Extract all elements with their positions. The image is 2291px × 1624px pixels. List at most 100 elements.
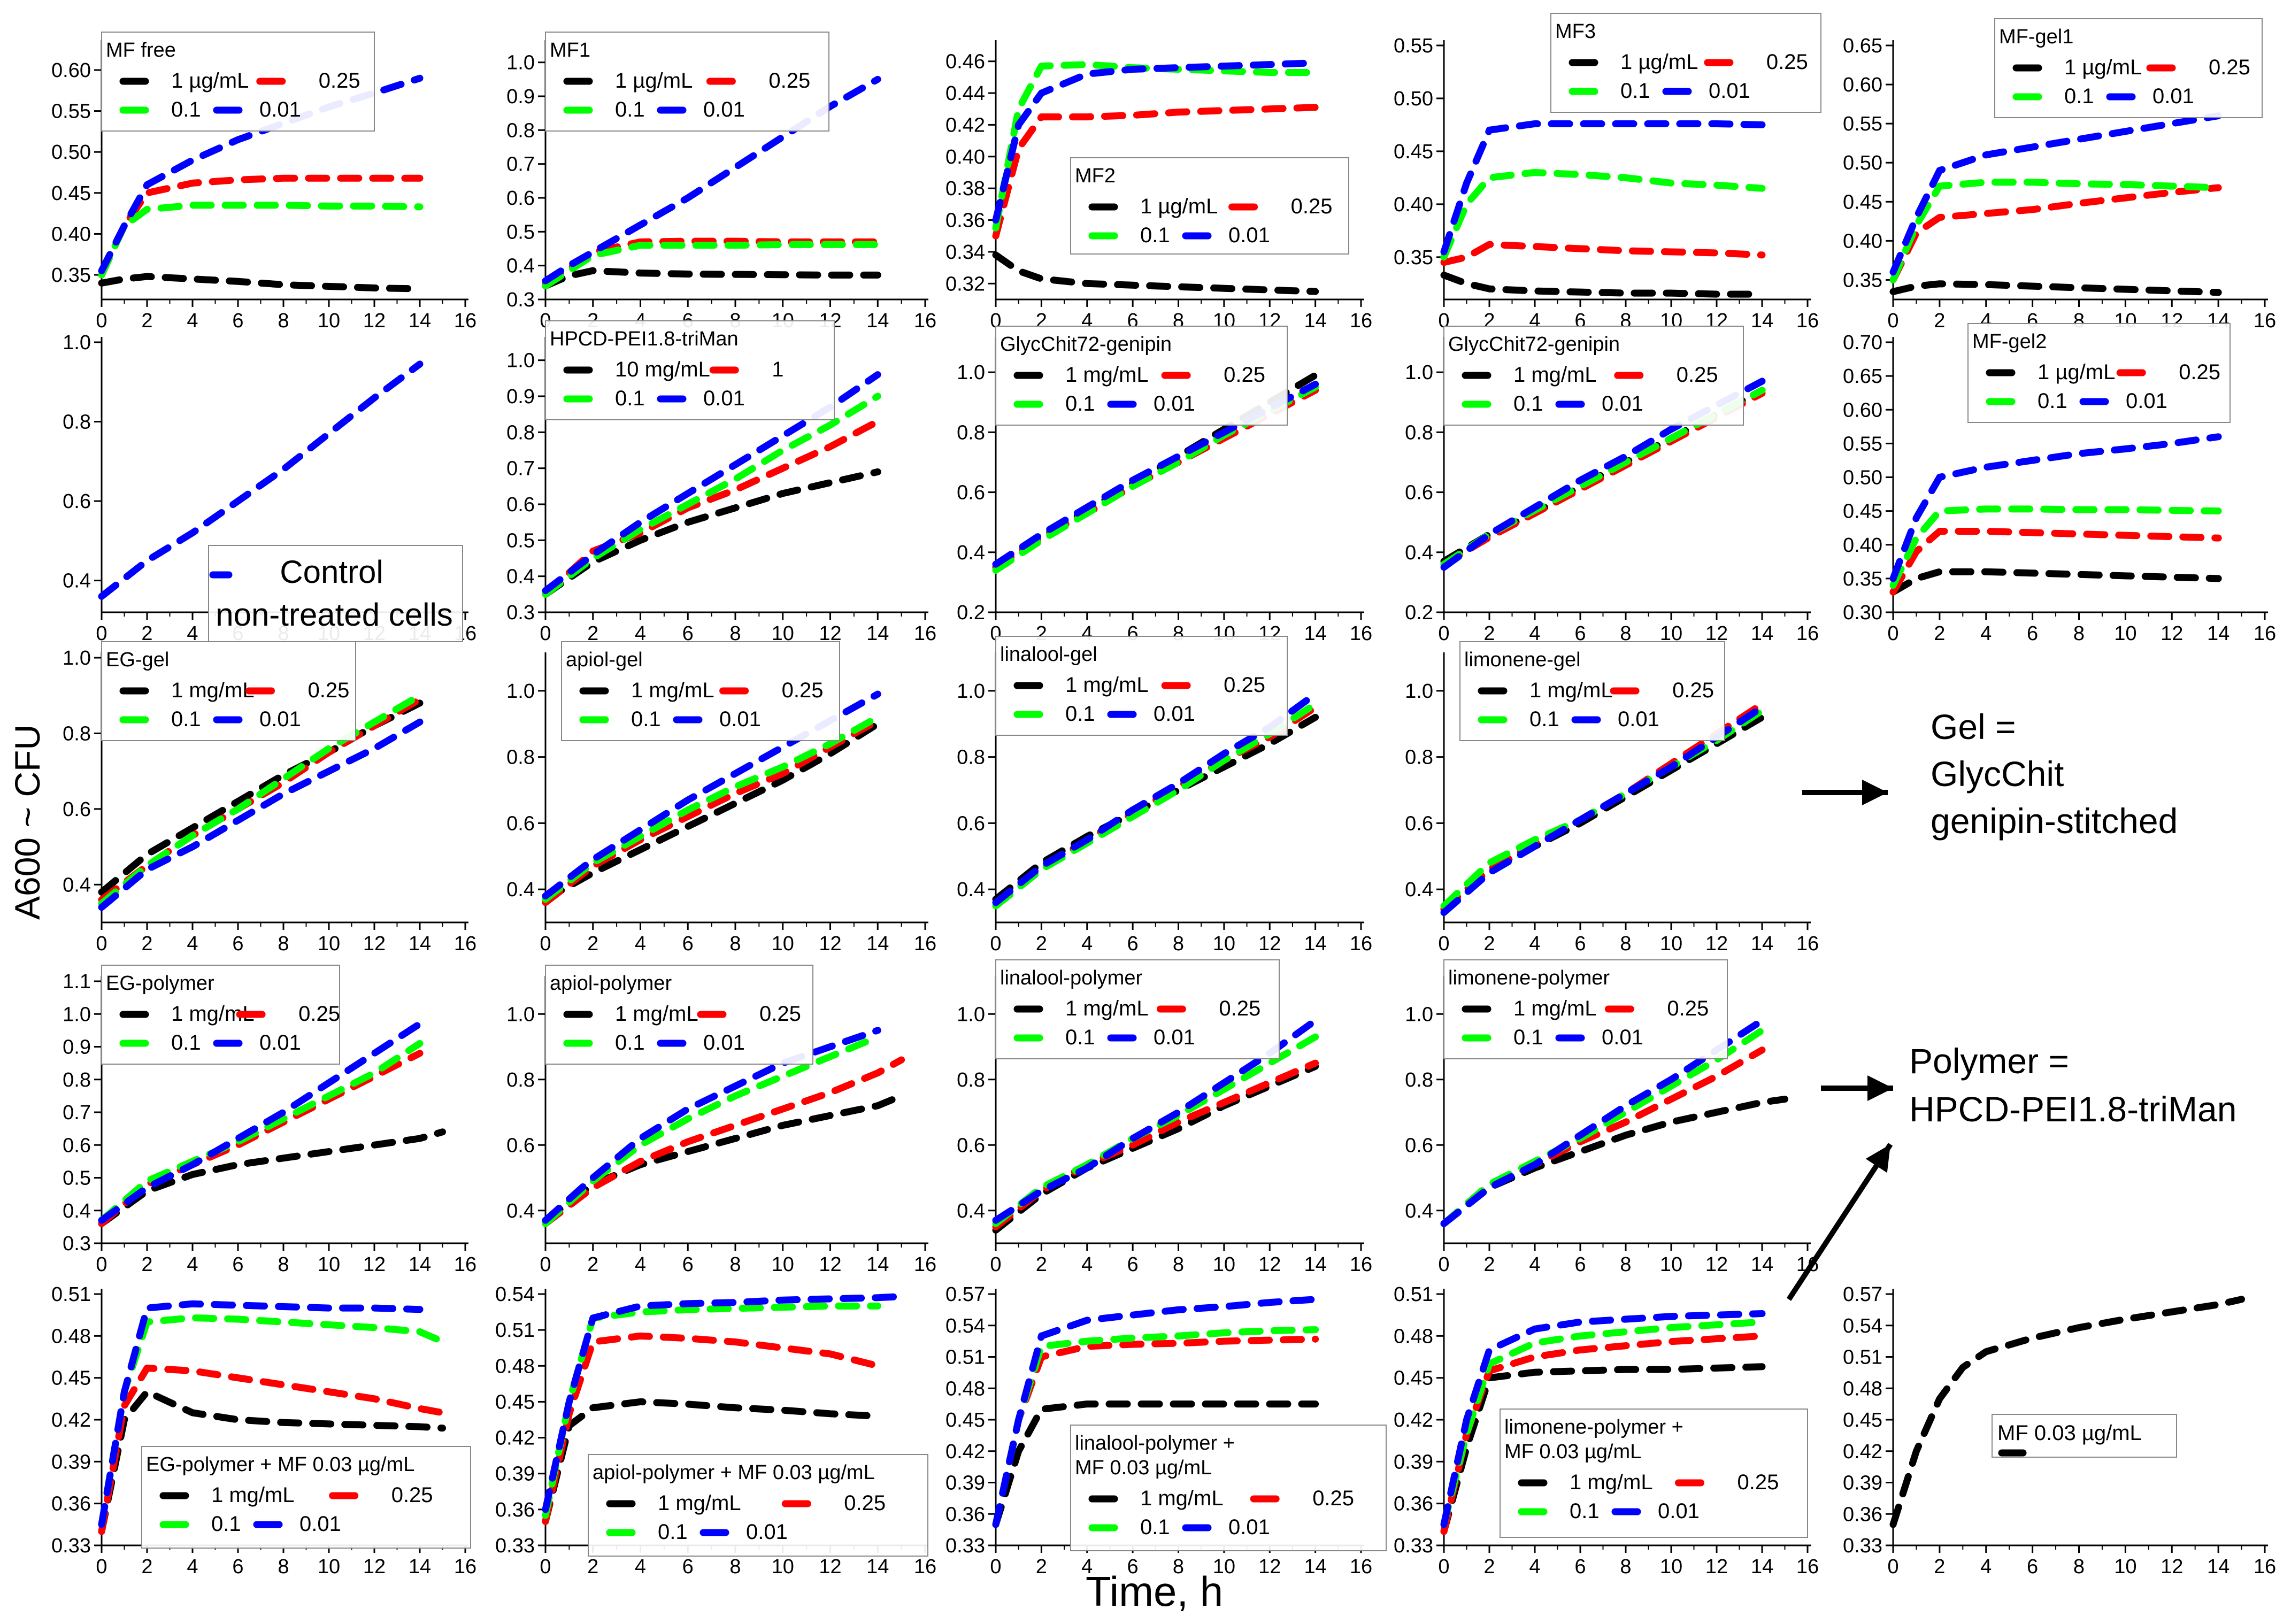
legend: Control non-treated cells bbox=[208, 545, 463, 642]
series-line-1 bbox=[542, 720, 881, 903]
chart-panel-15: 0 2 4 6 8 10 12 14 16 0.3 0.4 0.5 0.6 0.7 0.8 0.9 1.0 1.1… bbox=[63, 965, 476, 1276]
x-tick-label: 2 bbox=[587, 933, 598, 955]
legend-title: HPCD-PEI1.8-triMan bbox=[550, 328, 739, 350]
x-tick-label: 10 bbox=[1660, 1253, 1682, 1276]
y-tick-label: 0.36 bbox=[1394, 1493, 1433, 1515]
legend-title: MF1 bbox=[550, 39, 590, 61]
x-tick-label: 10 bbox=[2114, 622, 2136, 645]
x-tick-label: 6 bbox=[1127, 933, 1139, 955]
x-tick-label: 4 bbox=[635, 622, 646, 645]
x-tick-label: 14 bbox=[409, 1556, 431, 1578]
series-line-2 bbox=[992, 104, 1319, 240]
legend-label-2: 0.25 bbox=[391, 1483, 433, 1507]
x-tick-label: 16 bbox=[914, 622, 936, 645]
legend-label-1: 1 mg/mL bbox=[658, 1491, 741, 1515]
legend-label-2: 0.25 bbox=[1766, 50, 1808, 74]
series-line-4 bbox=[98, 718, 424, 911]
y-tick-label: 0.4 bbox=[63, 874, 91, 896]
y-tick-label: 1.0 bbox=[506, 350, 535, 372]
legend-label-3: 0.1 bbox=[1065, 702, 1095, 726]
chart-panel-16: 0 2 4 6 8 10 12 14 16 0.4 0.6 0.8 1.0 apiol-polymer 1 … bbox=[506, 965, 936, 1276]
legend-label-2: 0.25 bbox=[1224, 673, 1265, 697]
legend-box bbox=[101, 32, 375, 132]
x-tick-label: 10 bbox=[2114, 1556, 2136, 1578]
y-tick-label: 0.51 bbox=[51, 1283, 91, 1306]
x-tick-label: 6 bbox=[232, 310, 243, 332]
x-tick-label: 10 bbox=[318, 933, 340, 955]
x-tick-label: 4 bbox=[1529, 1253, 1540, 1276]
y-tick-label: 0.8 bbox=[506, 421, 535, 444]
series-line-3 bbox=[1889, 179, 2222, 283]
y-tick-label: 1.0 bbox=[506, 1003, 535, 1026]
y-tick-label: 0.51 bbox=[945, 1346, 985, 1369]
legend-label-3: 0.1 bbox=[1529, 707, 1559, 731]
x-tick-label: 14 bbox=[1751, 933, 1773, 955]
y-tick-label: 0.36 bbox=[495, 1499, 535, 1521]
legend: linalool-polymer +MF 0.03 µg/mL1 mg/mL 0.… bbox=[1070, 1425, 1387, 1551]
x-tick-label: 14 bbox=[866, 310, 889, 332]
chart-panel-14: 0 2 4 6 8 10 12 14 16 0.4 0.6 0.8 1.0 limonene-gel 1 m… bbox=[1405, 641, 1819, 955]
y-tick-label: 0.6 bbox=[957, 482, 985, 504]
y-tick-label: 0.8 bbox=[63, 411, 91, 434]
y-tick-label: 0.39 bbox=[1394, 1451, 1433, 1473]
series-line-4 bbox=[1440, 1017, 1766, 1227]
series-line-1 bbox=[542, 1092, 905, 1224]
x-tick-label: 2 bbox=[141, 933, 152, 955]
x-tick-label: 16 bbox=[2254, 310, 2276, 332]
x-tick-label: 4 bbox=[1980, 622, 1992, 645]
y-tick-label: 1.0 bbox=[957, 361, 985, 384]
series-line-1 bbox=[98, 699, 424, 896]
legend-title: GlycChit72-genipin bbox=[1000, 333, 1172, 356]
x-tick-label: 16 bbox=[2254, 1556, 2276, 1578]
legend-label-3: 0.1 bbox=[658, 1520, 688, 1544]
y-tick-label: 0.42 bbox=[945, 114, 985, 136]
y-tick-label: 0.5 bbox=[63, 1167, 91, 1190]
legend: MF free 1 µg/mL 0.25 0.1 0.01 bbox=[101, 32, 375, 132]
x-tick-label: 2 bbox=[1483, 1556, 1495, 1578]
legend-title: linalool-polymer bbox=[1000, 967, 1142, 989]
chart-panel-21: 0 2 4 6 8 10 12 14 16 0.33 0.36 0.39 0.42 0.45 0.48 0.5… bbox=[945, 1283, 1387, 1578]
y-tick-label: 1.0 bbox=[63, 332, 91, 354]
arrow-to-gel-note bbox=[1802, 780, 1888, 805]
y-tick-label: 0.9 bbox=[506, 386, 535, 408]
x-tick-label: 12 bbox=[2161, 1556, 2183, 1578]
x-tick-label: 12 bbox=[1258, 933, 1281, 955]
x-tick-label: 16 bbox=[1350, 1556, 1372, 1578]
series-line-1 bbox=[542, 468, 881, 598]
x-tick-label: 8 bbox=[729, 1253, 741, 1276]
x-tick-label: 4 bbox=[635, 1556, 646, 1578]
x-tick-label: 6 bbox=[232, 933, 243, 955]
legend: MF 0.03 µg/mL bbox=[1992, 1414, 2177, 1458]
y-tick-label: 0.42 bbox=[1394, 1409, 1433, 1431]
y-tick-label: 0.45 bbox=[51, 182, 91, 205]
y-tick-label: 0.6 bbox=[506, 187, 535, 210]
series-line-4 bbox=[1889, 112, 2222, 276]
legend-box bbox=[1500, 1409, 1808, 1538]
y-tick-label: 0.9 bbox=[63, 1036, 91, 1059]
legend-label-4: 0.01 bbox=[703, 387, 745, 410]
y-tick-label: 0.57 bbox=[945, 1283, 985, 1306]
x-tick-label: 12 bbox=[363, 933, 386, 955]
legend-label-2: 0.25 bbox=[1291, 195, 1333, 218]
legend-title: MF-gel2 bbox=[1972, 330, 2047, 353]
x-tick-label: 8 bbox=[278, 310, 289, 332]
legend: linalool-gel 1 mg/mL 0.25 0.1 0.01 bbox=[995, 636, 1288, 736]
y-tick-label: 1.0 bbox=[1405, 361, 1433, 384]
legend-label-4: 0.01 bbox=[1154, 1026, 1195, 1049]
arrow-to-polymer-note bbox=[1821, 1075, 1893, 1101]
y-tick-label: 0.48 bbox=[945, 1377, 985, 1400]
legend-title: apiol-gel bbox=[566, 649, 643, 671]
arrow-from-panel-to-polymer-head bbox=[1865, 1144, 1890, 1173]
series-line-3 bbox=[98, 692, 424, 907]
x-tick-label: 16 bbox=[1350, 622, 1372, 645]
x-tick-label: 14 bbox=[866, 622, 889, 645]
legend-label-2: 0.25 bbox=[1667, 997, 1709, 1020]
y-tick-label: 0.4 bbox=[506, 879, 535, 901]
series-line-3 bbox=[1440, 1318, 1766, 1528]
x-tick-label: 14 bbox=[2207, 622, 2230, 645]
x-tick-label: 0 bbox=[96, 1253, 107, 1276]
x-tick-label: 14 bbox=[866, 1556, 889, 1578]
x-tick-label: 2 bbox=[587, 1556, 598, 1578]
x-tick-label: 2 bbox=[1934, 1556, 1945, 1578]
y-tick-label: 0.4 bbox=[957, 879, 985, 901]
